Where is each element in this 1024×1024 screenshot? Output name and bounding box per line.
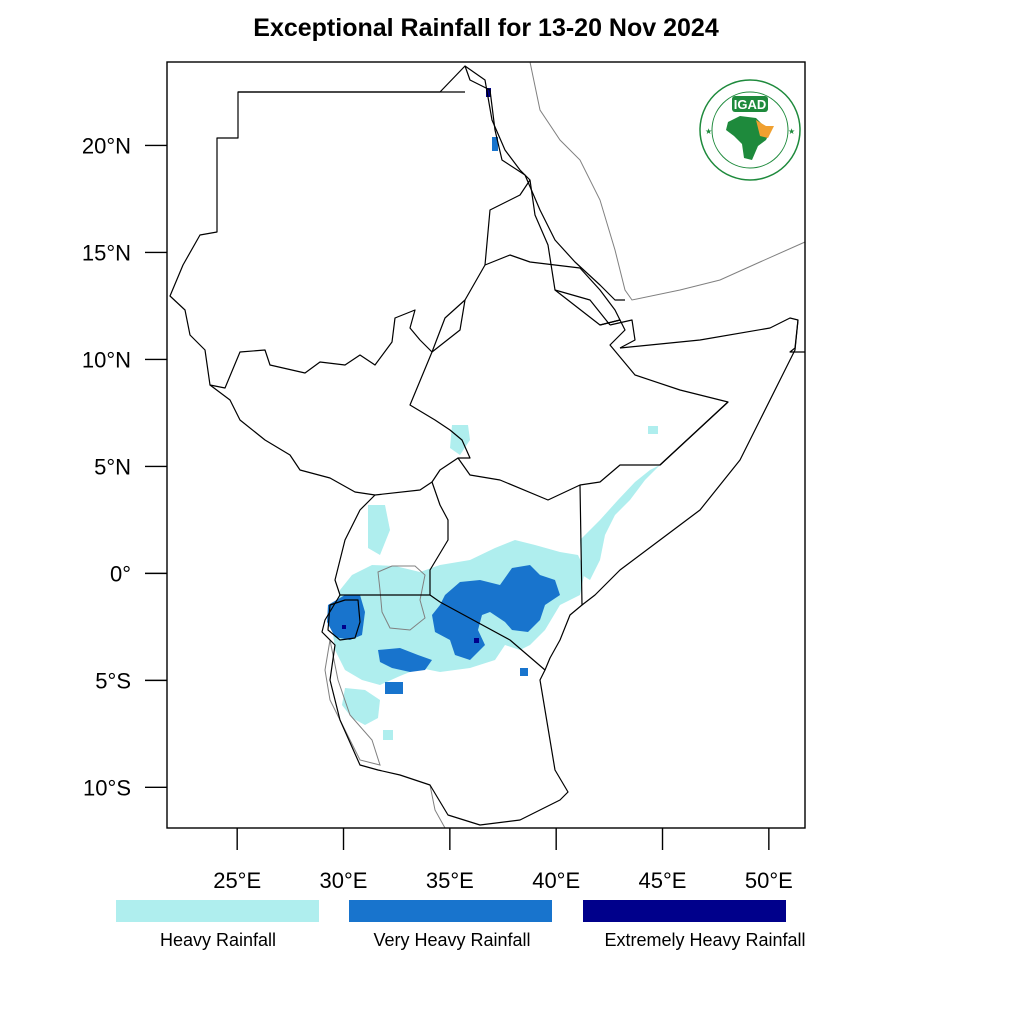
uganda-border: [334, 494, 430, 596]
lake-malawi-outline: [429, 784, 446, 829]
lon-tick-label: 40°E: [532, 868, 580, 893]
lat-tick-label: 5°N: [94, 454, 131, 479]
ethiopia-border: [431, 299, 729, 501]
horn-coast: [789, 319, 805, 353]
igad-logo: IGAD ★ ★: [699, 79, 801, 181]
legend-label-very-heavy: Very Heavy Rainfall: [373, 930, 531, 950]
map-frame: [166, 61, 806, 829]
lon-tick-label: 45°E: [639, 868, 687, 893]
red-sea-coast: [464, 65, 625, 301]
country-borders: [169, 65, 805, 826]
lat-tick-label: 10°N: [82, 347, 131, 372]
lat-tick-label: 15°N: [82, 240, 131, 265]
extremely-heavy-rainfall-areas: [342, 88, 491, 643]
very-heavy-rainfall-patch: [385, 682, 403, 694]
lat-tick-label: 0°: [110, 561, 131, 586]
igad-logo-badge: [732, 96, 768, 112]
heavy-rainfall-patch: [383, 730, 393, 740]
lon-tick-label: 35°E: [426, 868, 474, 893]
lat-tick-label: 20°N: [82, 133, 131, 158]
neighboring-coastlines: [324, 61, 806, 829]
rwanda-burundi-border: [327, 599, 361, 641]
very-heavy-rainfall-areas: [327, 137, 560, 694]
igad-logo-ring-star-right: ★: [788, 127, 795, 136]
lon-tick-label: 30°E: [320, 868, 368, 893]
djibouti-border: [609, 319, 636, 349]
somalia-border: [579, 317, 799, 606]
legend-swatch-extremely-heavy: [583, 900, 786, 922]
lat-tick-label: 5°S: [95, 668, 131, 693]
rainfall-layer: [327, 88, 660, 740]
heavy-rainfall-patch: [648, 426, 658, 434]
eritrea-border: [484, 179, 611, 326]
map-title: Exceptional Rainfall for 13-20 Nov 2024: [253, 14, 719, 42]
heavy-rainfall-south-tanzania: [342, 688, 380, 725]
extremely-heavy-rainfall-cell: [474, 638, 479, 643]
latitude-axis: 20°N 15°N 10°N 5°N 0° 5°S 10°S: [82, 133, 167, 800]
longitude-axis: 25°E 30°E 35°E 40°E 45°E 50°E: [213, 828, 793, 893]
lake-tanganyika-outline: [324, 639, 381, 766]
igad-logo-horn-highlight: [756, 120, 774, 138]
legend-label-heavy: Heavy Rainfall: [159, 930, 277, 950]
extremely-heavy-rainfall-cell: [342, 625, 346, 629]
heavy-rainfall-uganda: [368, 505, 390, 555]
very-heavy-rainfall-rwanda-burundi: [327, 595, 365, 640]
sudan-border: [169, 65, 621, 389]
arabian-coastline: [529, 61, 806, 301]
legend-swatch-very-heavy: [349, 900, 552, 922]
lon-tick-label: 50°E: [745, 868, 793, 893]
heavy-rainfall-somalia-coast: [580, 465, 660, 580]
very-heavy-rainfall-patch: [492, 137, 498, 151]
kenya-border: [429, 481, 583, 671]
igad-logo-text: IGAD: [734, 97, 767, 112]
lat-tick-label: 10°S: [83, 775, 131, 800]
very-heavy-rainfall-kenya: [432, 565, 560, 660]
lon-tick-label: 25°E: [213, 868, 261, 893]
legend-swatch-heavy: [116, 900, 319, 922]
legend-label-extremely-heavy: Extremely Heavy Rainfall: [604, 930, 806, 950]
tanzania-border: [321, 594, 569, 826]
igad-logo-ring-star-left: ★: [705, 127, 712, 136]
south-sudan-border: [209, 351, 471, 496]
extremely-heavy-rainfall-cell: [486, 88, 491, 97]
lake-victoria-outline: [377, 565, 426, 631]
very-heavy-rainfall-patch: [520, 668, 528, 676]
very-heavy-rainfall-tanzania: [378, 648, 432, 672]
